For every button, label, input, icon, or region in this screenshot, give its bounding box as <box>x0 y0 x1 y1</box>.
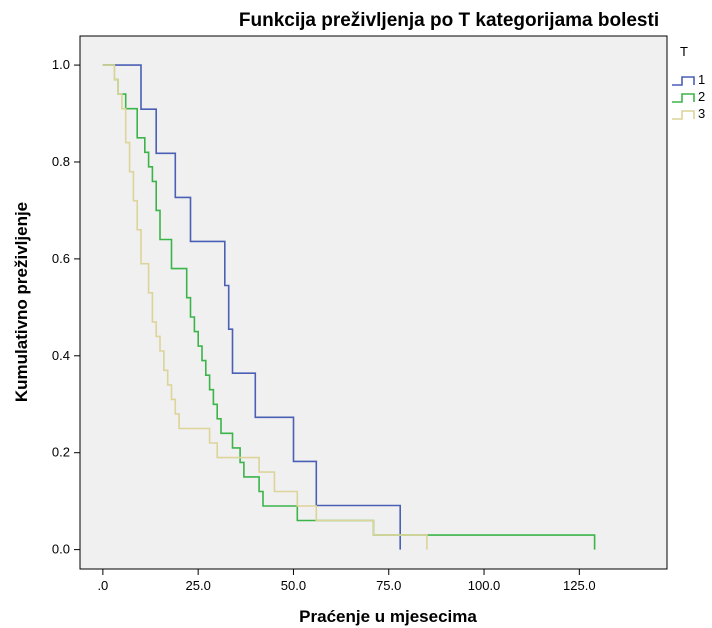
y-tick-label: 0.4 <box>52 348 70 363</box>
y-axis-label: Kumulativno preživljenje <box>12 202 31 402</box>
legend-label: 1 <box>698 72 705 87</box>
series-line-3 <box>102 64 428 550</box>
y-tick-label: 0.6 <box>52 251 70 266</box>
x-axis-label: Praćenje u mjesecima <box>299 607 477 626</box>
legend-swatch-3 <box>672 110 695 120</box>
x-tick-label: 125.0 <box>563 578 596 593</box>
legend-swatch-2 <box>672 93 695 103</box>
legend-swatch-1 <box>672 76 695 86</box>
y-axis: 0.0 0.2 0.4 0.6 0.8 1.0 <box>52 57 80 557</box>
x-tick-label: .0 <box>97 578 108 593</box>
series-lines <box>102 64 596 550</box>
series-line-1 <box>102 64 401 550</box>
y-tick-label: 0.2 <box>52 445 70 460</box>
legend-label: 2 <box>698 89 705 104</box>
x-tick-label: 100.0 <box>468 578 501 593</box>
legend-label: 3 <box>698 106 705 121</box>
y-tick-label: 0.8 <box>52 154 70 169</box>
chart-title: Funkcija preživljenja po T kategorijama … <box>239 10 659 31</box>
y-tick-label: 0.0 <box>52 542 70 557</box>
x-tick-label: 75.0 <box>376 578 401 593</box>
x-axis: .0 25.0 50.0 75.0 100.0 125.0 <box>97 569 596 593</box>
plot-area <box>79 35 668 570</box>
legend-title: T <box>680 44 688 59</box>
series-line-2 <box>102 64 596 550</box>
y-tick-label: 1.0 <box>52 57 70 72</box>
legend: T 1 2 3 <box>672 44 705 121</box>
x-tick-label: 25.0 <box>186 578 211 593</box>
x-tick-label: 50.0 <box>281 578 306 593</box>
